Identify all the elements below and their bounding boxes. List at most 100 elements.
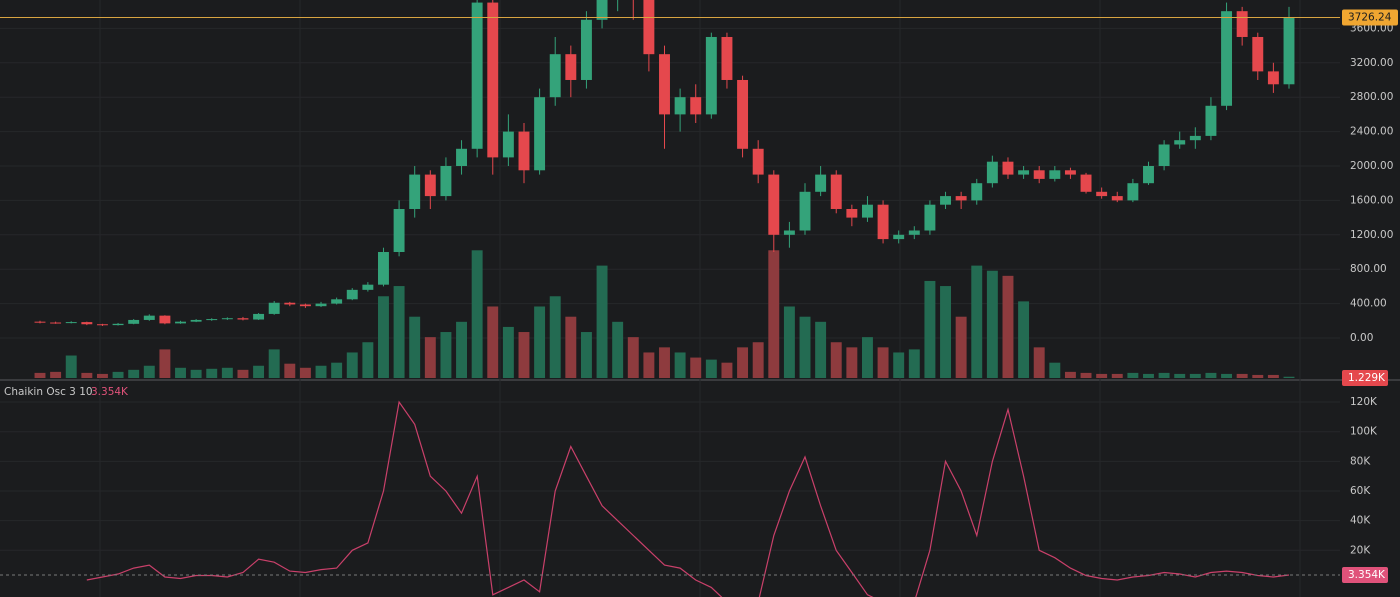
candle-body: [1283, 17, 1295, 85]
volume-bar: [596, 265, 608, 378]
candle-body: [549, 54, 561, 98]
candle-body: [1002, 161, 1014, 175]
volume-bar: [424, 337, 436, 378]
candle-body: [534, 97, 546, 171]
candle-body: [362, 284, 374, 290]
volume-bar: [1111, 373, 1123, 378]
candle-body: [659, 54, 670, 115]
volume-bar: [253, 365, 265, 378]
volume-bar: [393, 286, 405, 378]
y-tick-label: 800.00: [1350, 263, 1387, 275]
volume-bar: [971, 265, 983, 378]
volume-bar: [580, 332, 592, 378]
volume-bar: [1018, 301, 1030, 378]
candle-body: [674, 97, 686, 115]
candle-body: [471, 2, 483, 149]
volume-bar: [346, 352, 358, 378]
oscillator-last-label: 3.354K: [1348, 569, 1386, 581]
volume-bar: [1189, 373, 1201, 378]
candle-body: [799, 191, 811, 231]
volume-bar: [674, 352, 686, 378]
volume-bar: [565, 316, 577, 378]
candle-body: [877, 204, 889, 240]
volume-bar: [1064, 371, 1076, 378]
candle-body: [331, 299, 343, 304]
volume-bar: [268, 349, 280, 378]
volume-bar: [1221, 373, 1233, 378]
candle-body: [315, 303, 327, 307]
candle-body: [1236, 11, 1248, 37]
candle-body: [1049, 170, 1061, 179]
candle-body: [783, 230, 795, 235]
candle-body: [253, 313, 265, 320]
volume-bar: [409, 316, 421, 378]
volume-bar: [783, 306, 795, 378]
volume-bar: [534, 306, 546, 378]
volume-bar: [799, 316, 811, 378]
volume-bar: [1205, 372, 1217, 378]
candle-body: [487, 2, 499, 158]
candle-body: [721, 36, 733, 80]
volume-bar: [1049, 362, 1061, 378]
volume-label: 1.229K: [1348, 372, 1386, 384]
volume-bar: [378, 296, 389, 378]
y-tick-label: 60K: [1350, 485, 1371, 497]
candle-body: [846, 208, 858, 218]
volume-bar: [1236, 373, 1248, 378]
candle-body: [1080, 174, 1092, 192]
candle-body: [65, 322, 77, 324]
volume-bar: [112, 371, 124, 378]
volume-bar: [159, 349, 171, 378]
candle-body: [284, 302, 296, 305]
price-pane: [34, 0, 1295, 378]
candle-body: [1221, 11, 1233, 106]
volume-bar: [659, 347, 670, 378]
candle-body: [1018, 170, 1030, 175]
volume-bar: [65, 355, 77, 378]
candle-body: [268, 302, 280, 314]
volume-bar: [940, 286, 951, 378]
y-tick-label: 100K: [1350, 426, 1378, 438]
candle-body: [440, 165, 452, 197]
volume-bar: [893, 352, 905, 378]
volume-bar: [1127, 372, 1139, 378]
volume-bar: [237, 369, 249, 378]
candle-body: [565, 54, 577, 80]
volume-bar: [175, 367, 186, 378]
candle-body: [50, 322, 62, 324]
candle-body: [580, 19, 592, 80]
volume-bar: [487, 306, 499, 378]
volume-bar: [1143, 373, 1154, 378]
candle-body: [206, 319, 218, 321]
volume-bar: [471, 250, 483, 378]
volume-bar: [1283, 376, 1295, 378]
candle-body: [1143, 165, 1154, 184]
volume-bar: [128, 369, 140, 378]
candle-body: [690, 97, 702, 115]
volume-bar: [50, 371, 62, 378]
candle-body: [596, 0, 608, 20]
volume-bar: [830, 342, 842, 378]
candle-body: [112, 323, 124, 326]
y-tick-label: 80K: [1350, 455, 1371, 467]
candle-body: [221, 318, 233, 320]
candle-body: [737, 79, 749, 149]
candle-body: [96, 324, 108, 326]
candle-body: [924, 204, 936, 231]
candle-body: [908, 230, 920, 235]
volume-bar: [986, 270, 998, 378]
candle-body: [940, 196, 951, 205]
volume-bar: [190, 369, 202, 378]
volume-bar: [456, 321, 468, 378]
volume-bar: [861, 337, 873, 378]
candle-body: [830, 174, 842, 209]
candle-body: [159, 315, 171, 324]
indicator-value: 3.354K: [91, 386, 129, 398]
candle-body: [346, 289, 358, 300]
volume-bar: [1158, 372, 1170, 378]
volume-bar: [502, 326, 514, 378]
candle-body: [409, 174, 421, 209]
candle-body: [971, 183, 983, 201]
